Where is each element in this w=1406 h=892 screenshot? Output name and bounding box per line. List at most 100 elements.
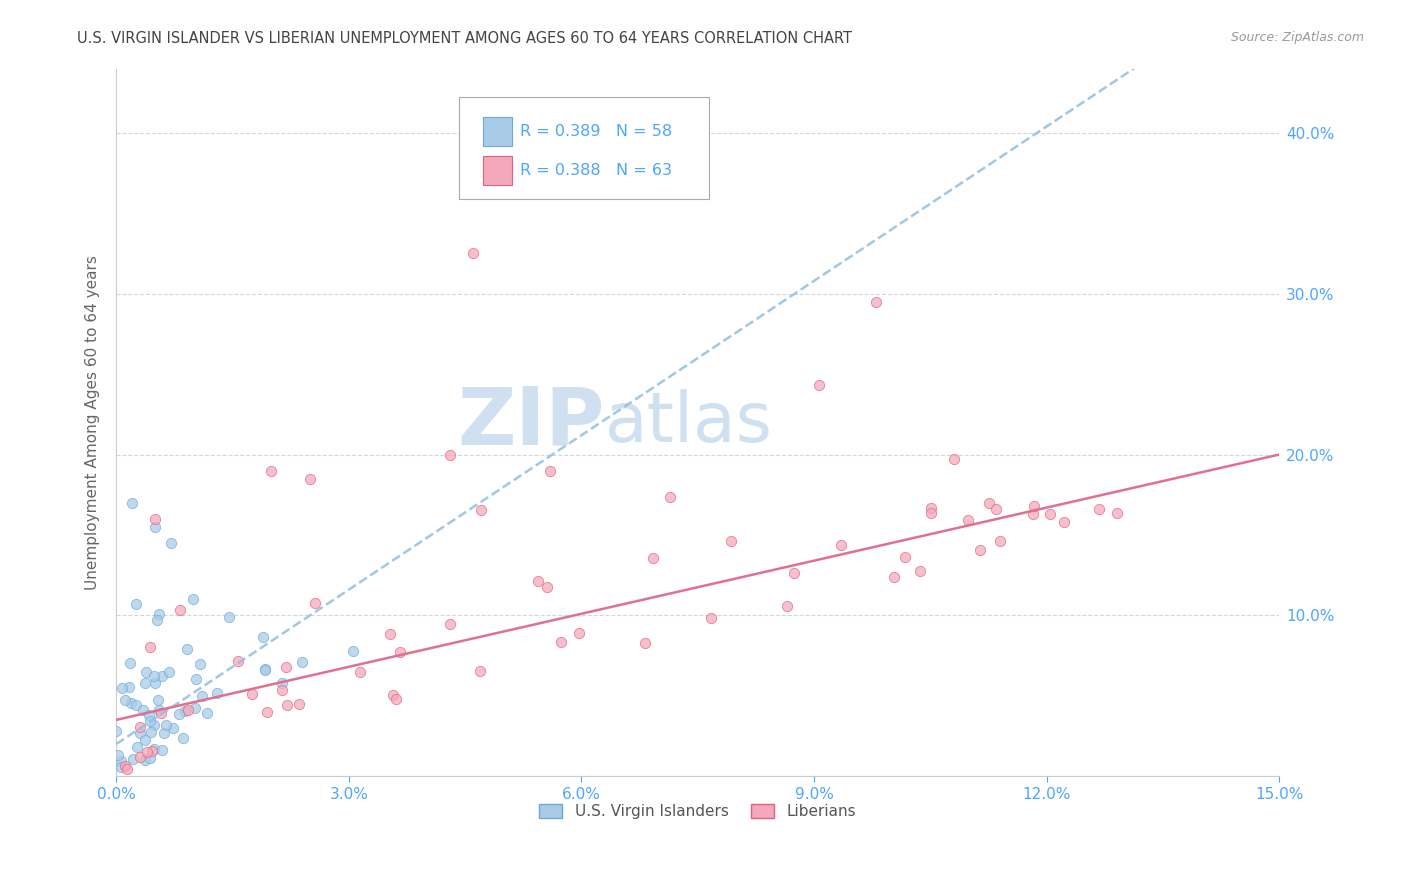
- Legend: U.S. Virgin Islanders, Liberians: U.S. Virgin Islanders, Liberians: [533, 797, 862, 825]
- FancyBboxPatch shape: [460, 97, 710, 200]
- Point: [143, 520, 166, 534]
- Point: [1088, 502, 1111, 516]
- Point: [775, 599, 797, 614]
- Point: [643, 550, 665, 565]
- Point: [461, 246, 484, 260]
- Point: [969, 543, 991, 558]
- Point: [125, 698, 148, 712]
- Point: [121, 752, 143, 766]
- Point: [191, 689, 214, 703]
- Point: [136, 745, 159, 759]
- Point: [132, 703, 155, 717]
- Text: atlas: atlas: [605, 389, 773, 456]
- Point: [172, 731, 194, 746]
- Point: [720, 534, 742, 549]
- Point: [127, 740, 149, 755]
- Point: [148, 704, 170, 718]
- Point: [540, 464, 562, 478]
- Point: [984, 502, 1007, 516]
- Point: [148, 607, 170, 621]
- Point: [304, 596, 326, 610]
- Point: [120, 657, 142, 671]
- Point: [145, 613, 167, 627]
- Point: [252, 630, 274, 644]
- Point: [439, 448, 461, 462]
- Point: [1105, 507, 1128, 521]
- Point: [162, 721, 184, 735]
- Point: [124, 598, 146, 612]
- Point: [807, 378, 830, 392]
- Point: [159, 536, 181, 550]
- Point: [129, 749, 152, 764]
- Point: [139, 640, 162, 654]
- Point: [138, 714, 160, 729]
- Point: [299, 472, 322, 486]
- Point: [1039, 507, 1062, 521]
- Point: [439, 617, 461, 632]
- Point: [134, 752, 156, 766]
- Point: [659, 490, 682, 504]
- Text: Source: ZipAtlas.com: Source: ZipAtlas.com: [1230, 31, 1364, 45]
- Point: [138, 707, 160, 722]
- Point: [134, 733, 156, 747]
- Point: [271, 683, 294, 698]
- Point: [256, 705, 278, 719]
- Point: [141, 744, 163, 758]
- Point: [157, 665, 180, 679]
- Point: [957, 513, 980, 527]
- Point: [349, 665, 371, 679]
- Point: [150, 668, 173, 682]
- Point: [389, 645, 412, 659]
- Point: [134, 676, 156, 690]
- Point: [920, 500, 942, 515]
- Point: [1053, 516, 1076, 530]
- Point: [153, 726, 176, 740]
- Point: [142, 717, 165, 731]
- Point: [139, 751, 162, 765]
- Point: [169, 603, 191, 617]
- Point: [110, 760, 132, 774]
- Point: [167, 706, 190, 721]
- Point: [883, 570, 905, 584]
- Text: R = 0.389   N = 58: R = 0.389 N = 58: [520, 124, 672, 139]
- Point: [145, 676, 167, 690]
- Point: [173, 704, 195, 718]
- Point: [830, 538, 852, 552]
- Point: [526, 574, 548, 588]
- Point: [143, 512, 166, 526]
- Point: [105, 723, 128, 738]
- Point: [114, 759, 136, 773]
- Point: [177, 703, 200, 717]
- Point: [146, 693, 169, 707]
- Point: [155, 717, 177, 731]
- Point: [111, 681, 134, 695]
- Point: [550, 635, 572, 649]
- Text: ZIP: ZIP: [457, 384, 605, 461]
- Point: [184, 673, 207, 687]
- Point: [468, 664, 491, 678]
- Point: [254, 664, 277, 678]
- Point: [114, 692, 136, 706]
- Point: [1024, 499, 1046, 513]
- Point: [979, 496, 1001, 510]
- FancyBboxPatch shape: [482, 155, 512, 186]
- Point: [176, 641, 198, 656]
- Point: [143, 668, 166, 682]
- Point: [128, 720, 150, 734]
- Point: [1021, 508, 1043, 522]
- Point: [274, 659, 297, 673]
- Point: [115, 762, 138, 776]
- Point: [240, 687, 263, 701]
- Point: [188, 657, 211, 671]
- Text: U.S. VIRGIN ISLANDER VS LIBERIAN UNEMPLOYMENT AMONG AGES 60 TO 64 YEARS CORRELAT: U.S. VIRGIN ISLANDER VS LIBERIAN UNEMPLO…: [77, 31, 852, 46]
- Point: [195, 706, 218, 721]
- FancyBboxPatch shape: [482, 117, 512, 146]
- Point: [634, 635, 657, 649]
- Point: [128, 726, 150, 740]
- Point: [218, 610, 240, 624]
- Point: [120, 696, 142, 710]
- Point: [536, 580, 558, 594]
- Point: [117, 680, 139, 694]
- Point: [260, 464, 283, 478]
- Point: [288, 698, 311, 712]
